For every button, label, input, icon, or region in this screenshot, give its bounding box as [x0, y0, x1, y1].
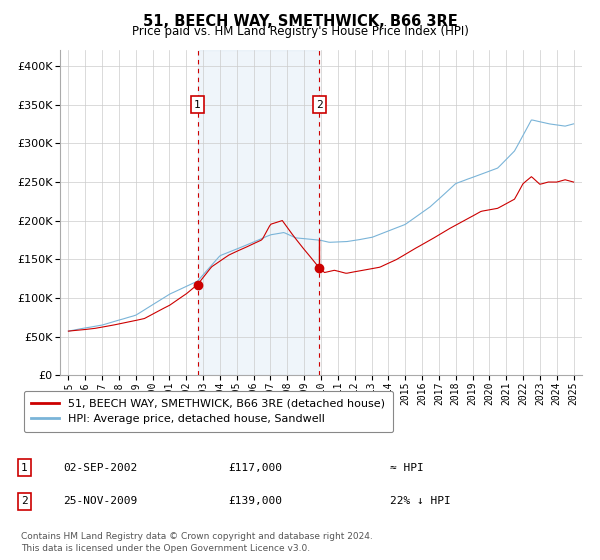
Text: 02-SEP-2002: 02-SEP-2002 — [63, 463, 137, 473]
Text: 1: 1 — [21, 463, 28, 473]
Text: Price paid vs. HM Land Registry's House Price Index (HPI): Price paid vs. HM Land Registry's House … — [131, 25, 469, 38]
Legend: 51, BEECH WAY, SMETHWICK, B66 3RE (detached house), HPI: Average price, detached: 51, BEECH WAY, SMETHWICK, B66 3RE (detac… — [23, 391, 393, 432]
Text: 51, BEECH WAY, SMETHWICK, B66 3RE: 51, BEECH WAY, SMETHWICK, B66 3RE — [143, 14, 457, 29]
Text: £139,000: £139,000 — [228, 496, 282, 506]
Text: 2: 2 — [21, 496, 28, 506]
Text: ≈ HPI: ≈ HPI — [390, 463, 424, 473]
Text: 1: 1 — [194, 100, 201, 110]
Text: Contains HM Land Registry data © Crown copyright and database right 2024.: Contains HM Land Registry data © Crown c… — [21, 532, 373, 541]
Bar — [197, 50, 319, 375]
Text: 22% ↓ HPI: 22% ↓ HPI — [390, 496, 451, 506]
Text: £117,000: £117,000 — [228, 463, 282, 473]
Text: 25-NOV-2009: 25-NOV-2009 — [63, 496, 137, 506]
Text: 2: 2 — [316, 100, 323, 110]
Text: This data is licensed under the Open Government Licence v3.0.: This data is licensed under the Open Gov… — [21, 544, 310, 553]
